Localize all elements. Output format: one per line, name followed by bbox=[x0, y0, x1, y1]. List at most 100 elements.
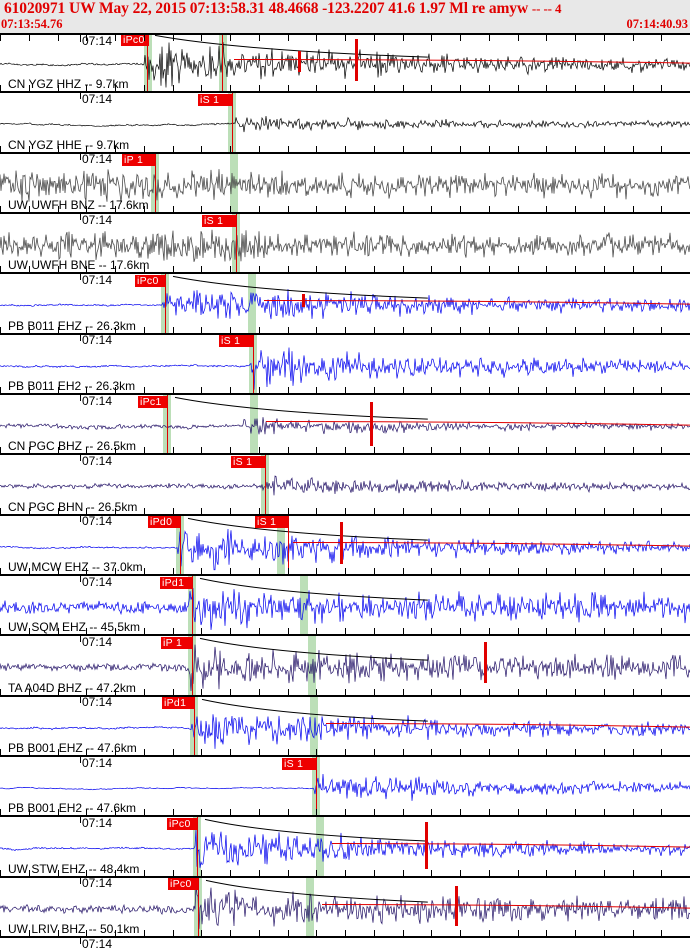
channel-label[interactable]: CN YGZ HHE -- 9.7km bbox=[8, 137, 130, 152]
axis-tick bbox=[58, 809, 59, 816]
axis-tick bbox=[374, 748, 375, 755]
trace-row[interactable]: UW STW EHZ -- 48.4km bbox=[0, 817, 690, 878]
amplitude-marker[interactable] bbox=[298, 51, 301, 72]
phase-pick-flag[interactable]: iPc0 bbox=[167, 817, 197, 830]
phase-pick-flag[interactable]: iPc0 bbox=[121, 33, 149, 46]
waveform-plot[interactable] bbox=[0, 455, 690, 515]
channel-label[interactable]: PB B001 EHZ -- 47.6km bbox=[8, 740, 137, 755]
channel-label[interactable]: UW STW EHZ -- 48.4km bbox=[8, 861, 140, 876]
phase-pick-line[interactable] bbox=[265, 455, 266, 516]
waveform-plot[interactable] bbox=[0, 214, 690, 274]
phase-pick-flag[interactable]: iP 1 bbox=[161, 636, 192, 649]
trace-row[interactable]: UW LRIV BHZ -- 50.1km bbox=[0, 877, 690, 938]
phase-window-band bbox=[219, 33, 227, 94]
channel-label[interactable]: CN PGC BHZ -- 26.5km bbox=[8, 439, 137, 454]
phase-pick-line[interactable] bbox=[197, 817, 198, 878]
phase-pick-line[interactable] bbox=[167, 395, 168, 456]
trace-row[interactable]: PB B011 EHZ -- 26.3km bbox=[0, 274, 690, 335]
phase-pick-line[interactable] bbox=[155, 153, 156, 214]
phase-pick-line[interactable] bbox=[198, 877, 199, 938]
phase-pick-line[interactable] bbox=[165, 274, 166, 335]
trace-row[interactable]: UW UWFH BNE -- 17.6km bbox=[0, 214, 690, 275]
phase-pick-line[interactable] bbox=[253, 334, 254, 395]
channel-label[interactable]: CN YGZ HHZ -- 9.7km bbox=[8, 77, 129, 92]
axis-tick bbox=[403, 145, 404, 152]
phase-pick-flag[interactable]: iS 1 bbox=[231, 455, 265, 468]
waveform-plot[interactable] bbox=[0, 697, 690, 757]
axis-tick bbox=[0, 809, 1, 816]
phase-pick-line[interactable] bbox=[236, 214, 237, 275]
trace-row[interactable]: PB B011 EH2 -- 26.3km bbox=[0, 334, 690, 395]
waveform-plot[interactable] bbox=[0, 757, 690, 817]
channel-label[interactable]: UW MCW EHZ -- 37.0km bbox=[8, 559, 143, 574]
phase-pick-flag[interactable]: iP 1 bbox=[122, 154, 155, 167]
amplitude-marker[interactable] bbox=[484, 642, 487, 684]
axis-tick bbox=[0, 688, 1, 695]
phase-pick-flag[interactable]: iS 1 bbox=[202, 214, 236, 227]
phase-pick-line[interactable] bbox=[288, 515, 289, 576]
amplitude-marker[interactable] bbox=[425, 822, 428, 870]
waveform-plot[interactable] bbox=[0, 878, 690, 938]
trace-row[interactable]: TA A04D BHZ -- 47.2km bbox=[0, 636, 690, 697]
trace-row[interactable]: CN YGZ HHZ -- 9.7km bbox=[0, 33, 690, 94]
channel-label[interactable]: CN PGC BHN -- 26.5km bbox=[8, 499, 138, 514]
waveform-plot[interactable] bbox=[0, 576, 690, 636]
waveform-plot[interactable] bbox=[0, 395, 690, 455]
waveform-plot[interactable] bbox=[0, 817, 690, 877]
amplitude-marker[interactable] bbox=[340, 521, 343, 564]
channel-label[interactable]: TA A04D BHZ -- 47.2km bbox=[8, 680, 136, 695]
channel-label[interactable]: PB B011 EHZ -- 26.3km bbox=[8, 318, 136, 333]
amplitude-marker[interactable] bbox=[455, 886, 458, 926]
waveform-plot[interactable] bbox=[0, 636, 690, 696]
phase-pick-line[interactable] bbox=[316, 757, 317, 818]
axis-tick bbox=[518, 447, 519, 454]
trace-row[interactable]: PB B001 EH2 -- 47.6km bbox=[0, 757, 690, 818]
phase-pick-flag[interactable]: iPc1 bbox=[138, 395, 167, 408]
channel-label[interactable]: UW LRIV BHZ -- 50.1km bbox=[8, 921, 140, 936]
channel-label[interactable]: PB B011 EH2 -- 26.3km bbox=[8, 378, 136, 393]
waveform-plot[interactable] bbox=[0, 154, 690, 214]
amplitude-marker[interactable] bbox=[370, 402, 373, 446]
axis-time-label: 07:14 bbox=[82, 333, 113, 348]
channel-label[interactable]: UW UWFH BNE -- 17.6km bbox=[8, 258, 150, 273]
axis-tick bbox=[288, 628, 289, 635]
waveform-plot[interactable] bbox=[0, 516, 690, 576]
channel-label[interactable]: UW SQM EHZ -- 45.5km bbox=[8, 620, 141, 635]
phase-pick-line[interactable] bbox=[180, 515, 181, 576]
phase-pick-flag[interactable]: iS 1 bbox=[198, 93, 232, 106]
trace-row[interactable]: CN PGC BHN -- 26.5km bbox=[0, 455, 690, 516]
phase-pick-line[interactable] bbox=[192, 576, 193, 637]
phase-pick-flag[interactable]: iPd0 bbox=[148, 516, 180, 529]
phase-pick-flag[interactable]: iPd1 bbox=[160, 576, 192, 589]
trace-row[interactable]: UW UWFH BNZ -- 17.6km bbox=[0, 153, 690, 214]
phase-pick-line[interactable] bbox=[232, 93, 233, 154]
phase-pick-line[interactable] bbox=[194, 696, 195, 757]
phase-pick-flag[interactable]: iPc0 bbox=[168, 878, 198, 891]
phase-pick-line[interactable] bbox=[147, 33, 148, 94]
phase-pick-flag[interactable]: iS 1 bbox=[282, 757, 316, 770]
waveform-plot[interactable] bbox=[0, 335, 690, 395]
phase-pick-line[interactable] bbox=[192, 636, 193, 697]
phase-pick-line[interactable] bbox=[222, 33, 223, 94]
phase-pick-flag[interactable]: iPd1 bbox=[162, 697, 194, 710]
trace-row[interactable]: UW SQM EHZ -- 45.5km bbox=[0, 576, 690, 637]
axis-time-tick bbox=[80, 333, 81, 341]
channel-label[interactable]: PB B001 EH2 -- 47.6km bbox=[8, 801, 137, 816]
channel-label[interactable]: UW UWFH BNZ -- 17.6km bbox=[8, 197, 149, 212]
trace-row[interactable]: CN YGZ HHE -- 9.7km bbox=[0, 93, 690, 154]
amplitude-marker[interactable] bbox=[302, 294, 305, 308]
trace-row[interactable]: UW MCW EHZ -- 37.0km bbox=[0, 515, 690, 576]
waveform-plot[interactable] bbox=[0, 33, 690, 93]
amplitude-marker[interactable] bbox=[355, 39, 358, 82]
trace-row[interactable]: CN PGC BHZ -- 26.5km bbox=[0, 395, 690, 456]
waveform-plot[interactable] bbox=[0, 93, 690, 153]
trace-row[interactable]: PB B001 EHZ -- 47.6km bbox=[0, 696, 690, 757]
phase-pick-flag[interactable]: iS 1 bbox=[219, 335, 253, 348]
axis-tick bbox=[604, 628, 605, 635]
axis-tick bbox=[58, 386, 59, 393]
phase-pick-flag[interactable]: iPc0 bbox=[135, 274, 165, 287]
axis-tick bbox=[144, 507, 145, 514]
phase-pick-flag[interactable]: iS 1 bbox=[255, 516, 288, 529]
axis-tick bbox=[403, 628, 404, 635]
waveform-trace-stack[interactable]: CN YGZ HHZ -- 9.7km CN YGZ HHE -- 9.7km UW… bbox=[0, 33, 690, 950]
